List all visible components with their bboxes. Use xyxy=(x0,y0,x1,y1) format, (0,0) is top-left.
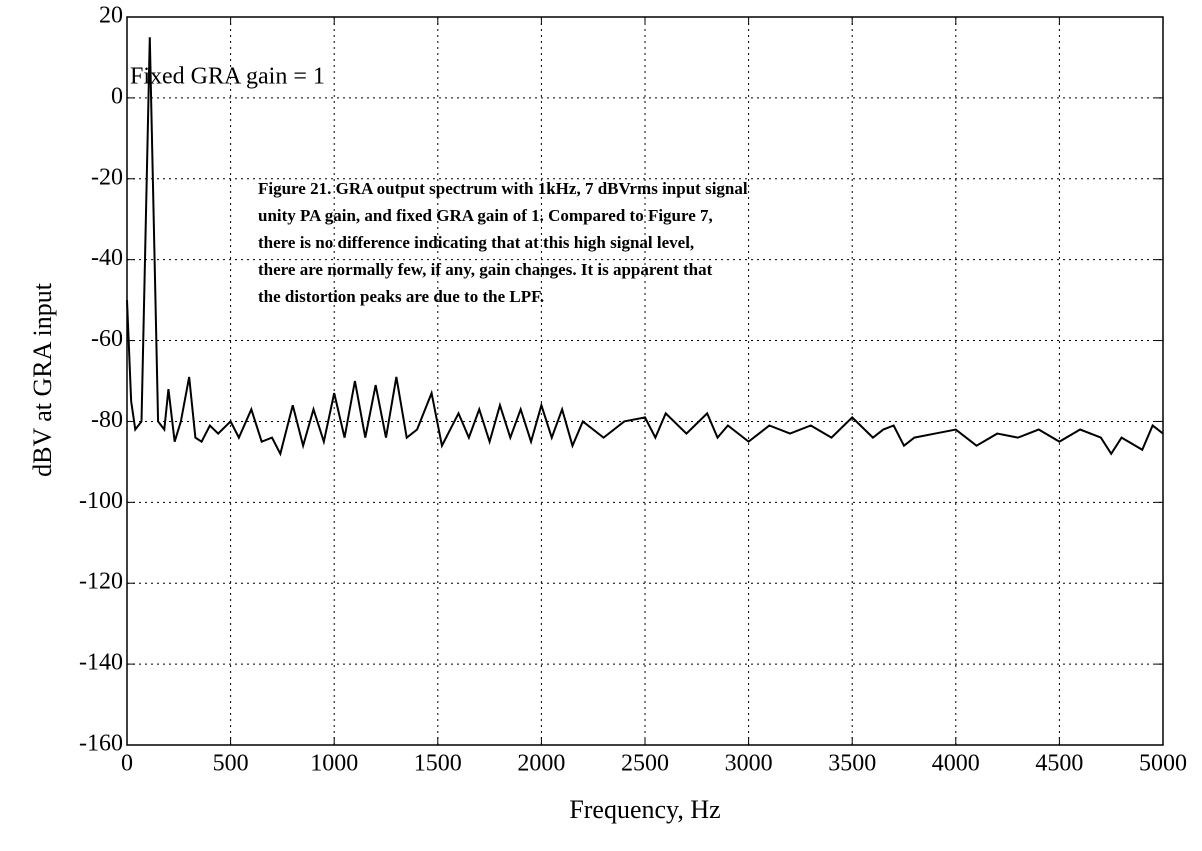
y-tick-label: -140 xyxy=(79,650,123,676)
y-tick-label: -160 xyxy=(79,731,123,757)
x-tick-label: 2500 xyxy=(621,751,669,777)
x-tick-label: 4000 xyxy=(932,751,980,777)
caption-line: the distortion peaks are due to the LPF. xyxy=(258,287,544,306)
x-tick-label: 1500 xyxy=(414,751,462,777)
y-tick-label: -40 xyxy=(91,245,123,271)
x-tick-label: 3000 xyxy=(725,751,773,777)
x-tick-label: 2000 xyxy=(517,751,565,777)
y-axis-label: dBV at GRA input xyxy=(28,282,57,477)
x-tick-label: 1000 xyxy=(310,751,358,777)
x-tick-label: 500 xyxy=(213,751,249,777)
y-tick-label: -20 xyxy=(91,164,123,190)
x-tick-label: 4500 xyxy=(1035,751,1083,777)
y-tick-label: -120 xyxy=(79,569,123,595)
caption-line: there are normally few, if any, gain cha… xyxy=(258,260,713,279)
plot-frame xyxy=(126,16,1164,746)
x-tick-label: 5000 xyxy=(1139,751,1187,777)
caption-line: Figure 21. GRA output spectrum with 1kHz… xyxy=(258,179,748,198)
y-tick-label: -100 xyxy=(79,488,123,514)
y-tick-label: 0 xyxy=(111,83,123,109)
x-tick-label: 0 xyxy=(121,751,133,777)
annotation: Fixed GRA gain = 1 xyxy=(130,64,325,90)
x-axis-label: Frequency, Hz xyxy=(569,795,720,824)
y-tick-label: -80 xyxy=(91,407,123,433)
data-line xyxy=(126,37,1164,457)
caption-line: unity PA gain, and fixed GRA gain of 1. … xyxy=(258,206,713,225)
caption-line: there is no difference indicating that a… xyxy=(258,233,694,252)
y-tick-label: -60 xyxy=(91,326,123,352)
y-tick-label: 20 xyxy=(99,3,123,29)
x-tick-label: 3500 xyxy=(828,751,876,777)
